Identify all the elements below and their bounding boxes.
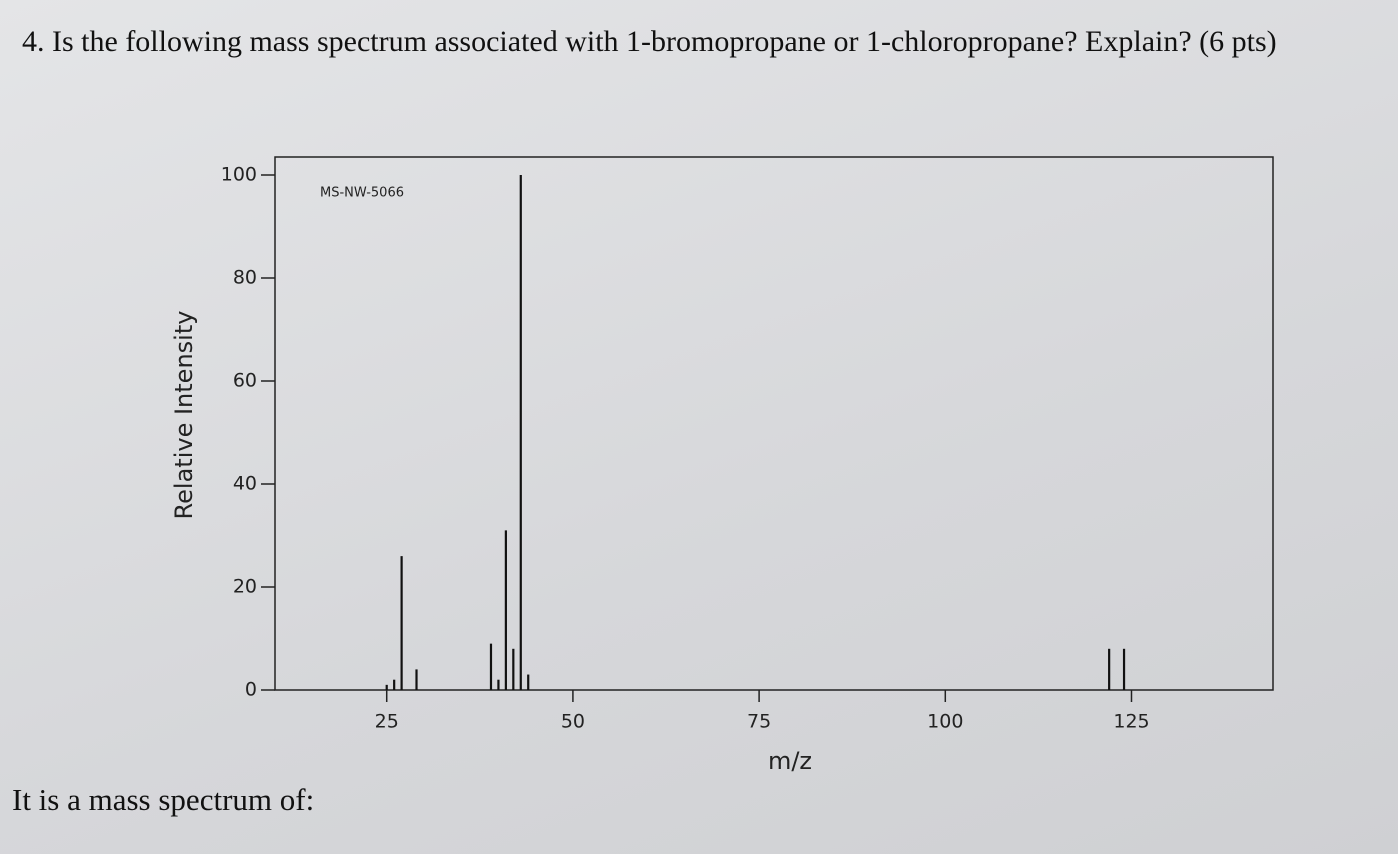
annotation: MS-NW-5066 — [320, 186, 404, 201]
y-tick-label: 20 — [233, 576, 257, 598]
answer-prompt: It is a mass spectrum of: — [12, 782, 315, 817]
y-tick-label: 100 — [221, 164, 257, 186]
x-tick-label: 25 — [375, 711, 399, 733]
plot-frame — [274, 156, 1274, 691]
x-tick-label: 75 — [747, 711, 771, 733]
question: 4. Is the following mass spectrum associ… — [22, 25, 1277, 58]
y-tick-label: 60 — [233, 370, 257, 392]
y-tick-label: 80 — [233, 267, 257, 289]
x-tick-label: 125 — [1113, 711, 1149, 733]
x-axis-label: m/z — [768, 747, 812, 775]
y-axis-label: Relative Intensity — [170, 311, 198, 520]
x-tick-label: 100 — [927, 711, 963, 733]
y-tick-label: 40 — [233, 473, 257, 495]
x-tick-label: 50 — [561, 711, 585, 733]
y-tick-label: 0 — [245, 679, 257, 701]
